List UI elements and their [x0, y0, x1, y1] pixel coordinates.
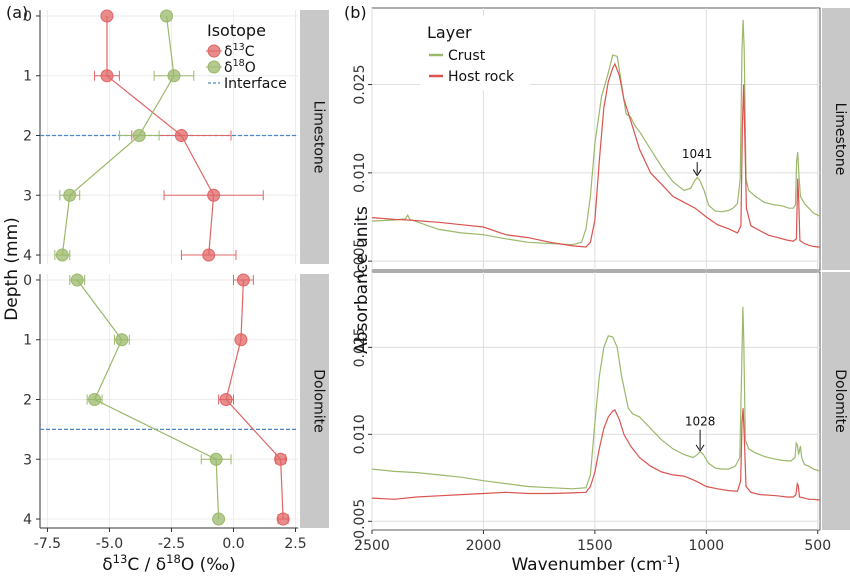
legend-label-interface: Interface [224, 76, 287, 92]
x-tick-label: -2.5 [158, 536, 185, 552]
legend-label-crust: Crust [448, 48, 486, 64]
host-spectrum-line [371, 62, 820, 248]
d18o-data-point [212, 512, 226, 526]
d18o-data-point [167, 69, 181, 83]
d18o-data-point [70, 273, 84, 287]
y-tick-label: 4 [23, 248, 32, 264]
d13c-data-point [207, 188, 221, 202]
x-tick-label: 2000 [466, 538, 502, 554]
isotope-facet-limestone: 0 1 2 3 4 Limestone [23, 9, 329, 264]
d13c-data-point [174, 129, 188, 143]
d18o-data-point [132, 129, 146, 143]
y-axis-title: Absorbance units [352, 206, 372, 354]
y-tick-label: -0.005 [352, 239, 368, 284]
x-tick-label: -7.5 [34, 536, 61, 552]
legend-label-d18o: δ18O [224, 58, 256, 76]
facet-strip-label: Dolomite [832, 369, 848, 432]
d18o-data-point [55, 248, 69, 262]
layer-legend: Layer Crust Host rock [420, 16, 530, 90]
y-tick-label: 0.025 [352, 327, 368, 367]
legend-label-d13c: δ13C [224, 42, 255, 60]
y-tick-label: 3 [23, 188, 32, 204]
y-tick-label: 0.010 [352, 414, 368, 454]
d13c-data-point [100, 69, 114, 83]
panel-b-label: (b) [344, 3, 367, 22]
x-tick-label: 1500 [577, 538, 613, 554]
facet-strip-label: Limestone [311, 101, 327, 174]
x-tick-label: 0.0 [222, 536, 244, 552]
legend-background [420, 16, 530, 90]
x-axis-title: Wavenumber (cm-1) [511, 553, 680, 575]
d18o-data-point [115, 333, 129, 347]
d13c-data-point [100, 9, 114, 23]
crust-spectrum-line [371, 19, 821, 246]
peak-annotation-arrowhead [695, 444, 705, 452]
d13c-data-point [274, 452, 288, 466]
facet-strip-label: Limestone [832, 103, 848, 176]
x-axis-title: δ13C / δ18O (‰) [102, 552, 236, 575]
y-tick-label: 0.025 [352, 64, 368, 104]
x-tick-label: 2.5 [284, 536, 306, 552]
peak-annotation-arrowhead [692, 169, 702, 177]
d13c-data-point [236, 273, 250, 287]
y-tick-label: 1 [23, 333, 32, 349]
spectrum-facet-dolomite: -0.005 0.010 0.025 Dolomite 1028 [352, 271, 850, 544]
x-tick-label: 2500 [354, 538, 390, 554]
d18o-data-point [209, 452, 223, 466]
facet-strip [300, 274, 329, 528]
plot-frame [371, 271, 821, 531]
facet-strip-label: Dolomite [311, 369, 327, 432]
d18o-data-point [63, 188, 77, 202]
facet-strip [822, 272, 850, 530]
x-tick-label: -5.0 [96, 536, 123, 552]
peak-annotation-label: 1041 [682, 147, 713, 161]
legend-title: Layer [427, 23, 472, 42]
d13c-data-point [234, 333, 248, 347]
facet-strip [300, 10, 329, 264]
host-spectrum-line [371, 408, 820, 501]
isotope-depth-chart: 0 1 2 3 4 Limestone 0 1 2 3 4 Dolomite -7.5 -5.0 -2.5 0… [2, 9, 329, 575]
x-tick-label: 1000 [689, 538, 725, 554]
d18o-data-point [88, 393, 102, 407]
isotope-facet-dolomite: 0 1 2 3 4 Dolomite [23, 273, 329, 528]
legend-label-host: Host rock [448, 69, 515, 85]
d13c-data-point [219, 393, 233, 407]
facet-strip [822, 8, 850, 270]
legend-title: Isotope [207, 21, 266, 40]
panel-a-label: (a) [6, 3, 28, 22]
y-tick-label: 3 [23, 452, 32, 468]
y-tick-label: 0.010 [352, 153, 368, 193]
y-tick-label: 4 [23, 512, 32, 528]
peak-annotation-label: 1028 [685, 415, 716, 429]
d13c-data-point [202, 248, 216, 262]
y-tick-label: 2 [23, 129, 32, 145]
y-tick-label: 0 [23, 9, 32, 25]
legend-key-point [207, 60, 221, 74]
y-tick-label: -0.005 [352, 499, 368, 544]
x-tick-label: 500 [804, 538, 831, 554]
y-axis-title: Depth (mm) [2, 217, 22, 321]
y-tick-label: 2 [23, 393, 32, 409]
y-tick-label: 0 [23, 273, 32, 289]
absorbance-spectrum-chart: -0.005 0.010 0.025 Limestone 1041 -0.005 0.010… [352, 7, 850, 575]
d13c-data-point [276, 512, 290, 526]
legend-key-point [207, 44, 221, 58]
y-tick-label: 1 [23, 69, 32, 85]
d18o-data-point [160, 9, 174, 23]
